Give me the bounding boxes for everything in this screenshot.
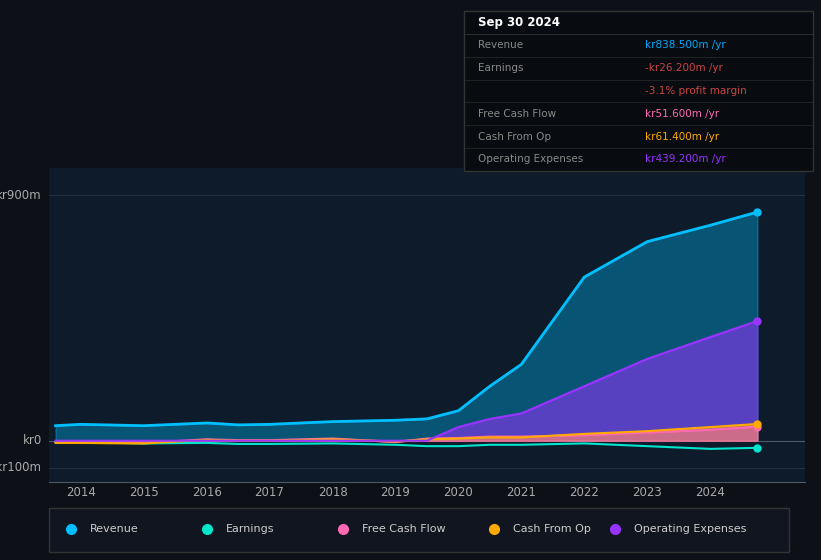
Text: Cash From Op: Cash From Op <box>513 524 591 534</box>
Text: -kr100m: -kr100m <box>0 461 42 474</box>
Text: kr0: kr0 <box>22 434 42 447</box>
Text: Sep 30 2024: Sep 30 2024 <box>478 16 560 29</box>
Text: Revenue: Revenue <box>90 524 139 534</box>
Text: kr61.400m /yr: kr61.400m /yr <box>645 132 719 142</box>
Text: Free Cash Flow: Free Cash Flow <box>478 109 556 119</box>
Text: Free Cash Flow: Free Cash Flow <box>362 524 446 534</box>
Text: Earnings: Earnings <box>226 524 274 534</box>
Text: Revenue: Revenue <box>478 40 523 50</box>
Text: kr900m: kr900m <box>0 189 42 202</box>
Text: -3.1% profit margin: -3.1% profit margin <box>645 86 747 96</box>
Text: Operating Expenses: Operating Expenses <box>478 155 583 165</box>
Text: Operating Expenses: Operating Expenses <box>634 524 746 534</box>
FancyBboxPatch shape <box>48 507 789 552</box>
Text: Earnings: Earnings <box>478 63 523 73</box>
Text: kr838.500m /yr: kr838.500m /yr <box>645 40 726 50</box>
Text: kr439.200m /yr: kr439.200m /yr <box>645 155 726 165</box>
FancyBboxPatch shape <box>464 11 813 171</box>
Text: Cash From Op: Cash From Op <box>478 132 551 142</box>
Text: kr51.600m /yr: kr51.600m /yr <box>645 109 719 119</box>
Text: -kr26.200m /yr: -kr26.200m /yr <box>645 63 723 73</box>
